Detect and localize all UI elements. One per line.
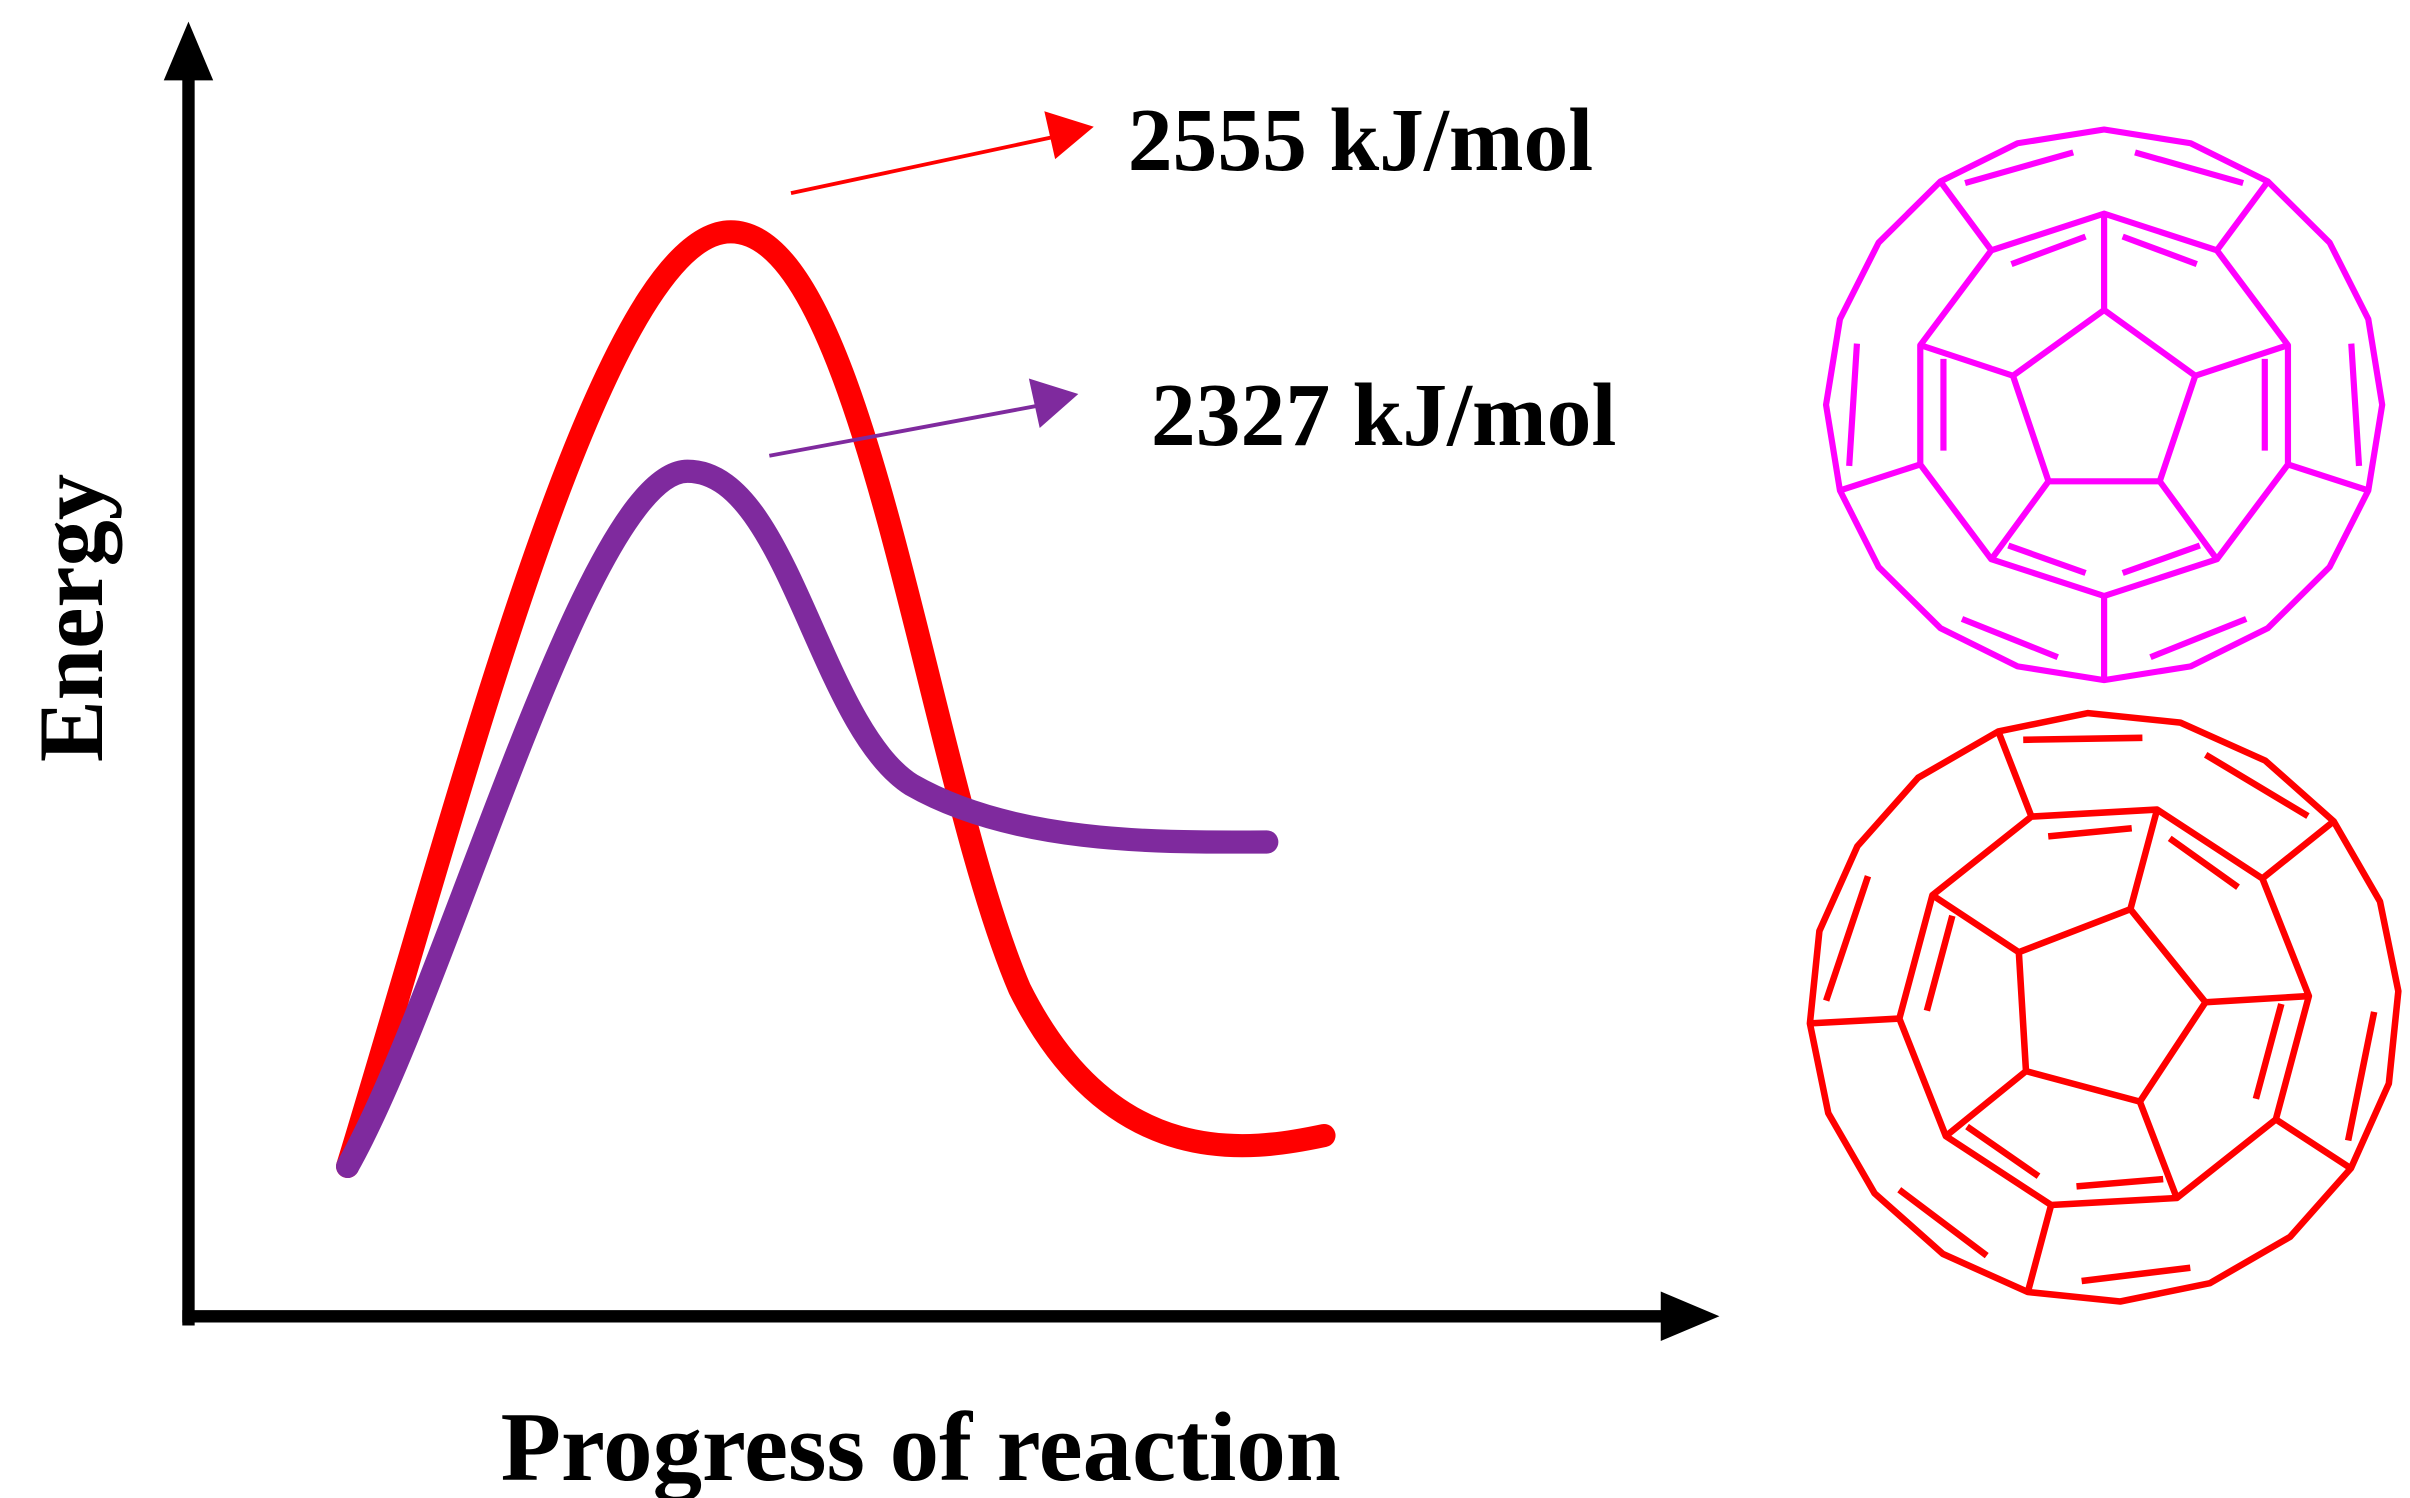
annotation: 2555 kJ/mol (1128, 91, 1593, 190)
fullerene-magenta (1826, 130, 2382, 681)
purple-pointer (768, 402, 1044, 458)
fullerene-red (1743, 646, 2410, 1368)
y-axis-arrow (163, 21, 214, 81)
y-axis-label: Energy (20, 474, 123, 762)
red-pointer-head (1044, 111, 1094, 160)
x-axis-arrow (1660, 1291, 1720, 1341)
annotation: 2327 kJ/mol (1151, 366, 1616, 465)
x-axis-label: Progress of reaction (501, 1393, 1341, 1498)
purple-curve (336, 459, 1279, 1179)
red-pointer (790, 134, 1059, 196)
red-curve (336, 220, 1336, 1179)
purple-pointer-head (1028, 378, 1079, 428)
